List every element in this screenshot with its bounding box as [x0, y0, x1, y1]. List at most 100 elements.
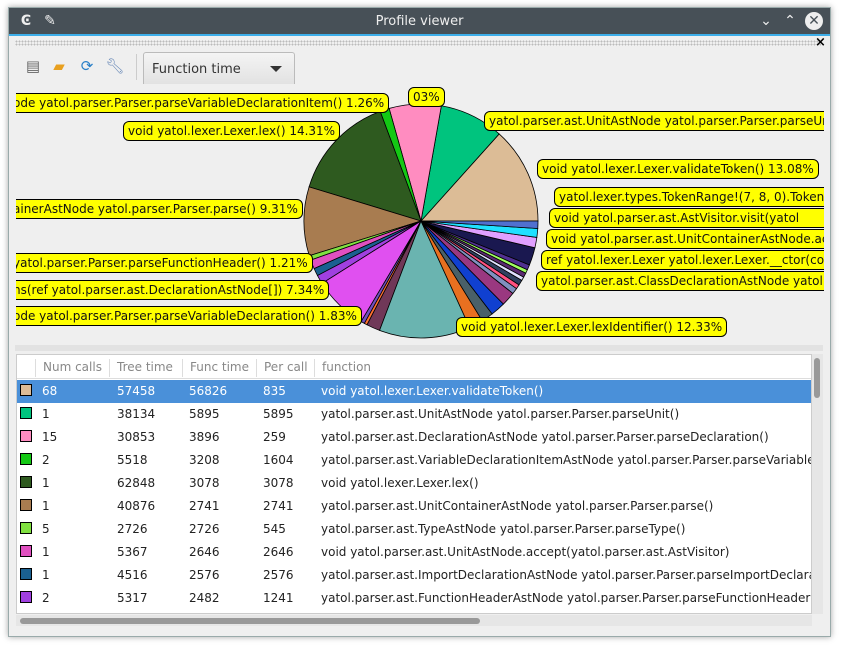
cell-calls: 2 [42, 453, 50, 467]
splitter-handle[interactable] [15, 345, 823, 351]
app-logo-icon[interactable]: Ͼ [20, 13, 32, 29]
column-num-calls[interactable]: Num calls [35, 359, 102, 377]
slice-label: yatol.parser.Parser.parseFunctionHeader(… [16, 253, 313, 273]
table-header: Num calls Tree time Func time Per call f… [17, 355, 811, 379]
slice-label: yatol.lexer.types.TokenRange!(7, 8, 0).T… [554, 187, 824, 207]
cell-fn: yatol.parser.ast.UnitContainerAstNode ya… [321, 499, 714, 513]
color-swatch [20, 522, 32, 534]
dock-grip[interactable] [15, 40, 821, 46]
slice-label: 03% [408, 87, 445, 107]
slice-label: ainerAstNode yatol.parser.Parser.parse()… [16, 199, 303, 219]
pin-icon[interactable]: ✎ [44, 13, 56, 29]
cell-tree: 62848 [117, 476, 156, 490]
slice-label: void yatol.parser.ast.UnitContainerAstNo… [546, 229, 824, 249]
dock-close-button[interactable]: × [815, 35, 826, 50]
cell-tree: 57458 [117, 384, 156, 398]
cell-per: 1604 [263, 453, 294, 467]
cell-func: 56826 [189, 384, 228, 398]
table-row[interactable]: 1 5367 2646 2646 void yatol.parser.ast.UnitA… [17, 541, 811, 564]
column-function[interactable]: function [314, 359, 811, 377]
profile-viewer-window: Ͼ ✎ Profile viewer ⌄ ⌃ ✕ × ▤ ▰ ⟳ 🔧︎ Func… [8, 7, 831, 637]
slice-label: void yatol.lexer.Lexer.lex() 14.31% [123, 121, 341, 141]
cell-func: 3896 [189, 430, 220, 444]
window-title: Profile viewer [375, 14, 464, 29]
scroll-thumb[interactable] [814, 358, 820, 398]
cell-per: 1241 [263, 591, 294, 605]
document-icon[interactable]: ▤ [25, 57, 41, 75]
maximize-button[interactable]: ⌃ [784, 13, 796, 29]
refresh-icon[interactable]: ⟳ [80, 57, 94, 75]
cell-fn: void yatol.lexer.Lexer.lex() [321, 476, 479, 490]
cell-tree: 5317 [117, 591, 148, 605]
table-row[interactable]: 5 2726 2726 545 yatol.parser.ast.TypeAstNode… [17, 518, 811, 541]
color-swatch [20, 591, 32, 603]
cell-func: 2576 [189, 568, 220, 582]
table-row[interactable]: 15 30853 3896 259 yatol.parser.ast.Declarati… [17, 426, 811, 449]
cell-func: 2726 [189, 522, 220, 536]
color-swatch [20, 407, 32, 419]
cell-func: 3208 [189, 453, 220, 467]
cell-func: 2646 [189, 545, 220, 559]
slice-label: yatol.parser.ast.UnitAstNode yatol.parse… [484, 111, 824, 131]
color-swatch [20, 430, 32, 442]
table-row[interactable]: 2 5518 3208 1604 yatol.parser.ast.VariableDe… [17, 449, 811, 472]
close-button[interactable]: ✕ [805, 12, 823, 30]
table-row[interactable]: 1 40876 2741 2741 yatol.parser.ast.UnitConta… [17, 495, 811, 518]
cell-calls: 1 [42, 407, 50, 421]
slice-label: ode yatol.parser.Parser.parseVariableDec… [16, 306, 362, 326]
column-per-call[interactable]: Per call [256, 359, 308, 377]
color-swatch [20, 545, 32, 557]
cell-calls: 1 [42, 499, 50, 513]
pie-slice[interactable] [308, 110, 422, 222]
cell-calls: 5 [42, 522, 50, 536]
cell-calls: 1 [42, 568, 50, 582]
pie-slice[interactable] [420, 220, 539, 229]
vertical-scrollbar[interactable] [812, 354, 823, 614]
cell-tree: 4516 [117, 568, 148, 582]
table-row[interactable]: 2 5317 2482 1241 yatol.parser.ast.FunctionHe… [17, 587, 811, 610]
slice-label: void yatol.lexer.Lexer.validateToken() 1… [537, 159, 819, 179]
wrench-icon[interactable]: 🔧︎ [105, 57, 125, 75]
cell-calls: 1 [42, 476, 50, 490]
cell-per: 2646 [263, 545, 294, 559]
color-swatch [20, 499, 32, 511]
table-row[interactable]: 1 62848 3078 3078 void yatol.lexer.Lexer.lex… [17, 472, 811, 495]
cell-func: 2741 [189, 499, 220, 513]
column-tree-time[interactable]: Tree time [109, 359, 173, 377]
table-row[interactable]: 68 57458 56826 835 void yatol.lexer.Lexer.va… [17, 380, 811, 403]
table-row[interactable]: 1 4516 2576 2576 yatol.parser.ast.ImportDecl… [17, 564, 811, 587]
cell-fn: yatol.parser.ast.DeclarationAstNode yato… [321, 430, 769, 444]
cell-per: 2741 [263, 499, 294, 513]
slice-label: void yatol.parser.ast.AstVisitor.visit(y… [549, 208, 824, 228]
pie-svg [303, 103, 539, 339]
cell-tree: 30853 [117, 430, 156, 444]
horizontal-scrollbar[interactable] [16, 615, 812, 626]
cell-calls: 68 [42, 384, 58, 398]
cell-tree: 2726 [117, 522, 148, 536]
color-swatch [20, 476, 32, 488]
cell-fn: void yatol.parser.ast.UnitAstNode.accept… [321, 545, 730, 559]
pie-slice[interactable] [420, 133, 539, 222]
minimize-button[interactable]: ⌄ [760, 13, 772, 29]
cell-func: 3078 [189, 476, 220, 490]
cell-per: 2576 [263, 568, 294, 582]
mode-combobox[interactable]: Function time [143, 52, 295, 84]
chevron-down-icon [270, 66, 282, 72]
cell-tree: 5367 [117, 545, 148, 559]
mode-value: Function time [152, 62, 241, 77]
slice-label: yatol.parser.ast.ClassDeclarationAstNode… [536, 271, 824, 291]
folder-open-icon[interactable]: ▰ [53, 57, 65, 75]
slice-label: ns(ref yatol.parser.ast.DeclarationAstNo… [16, 280, 330, 300]
cell-per: 545 [263, 522, 286, 536]
column-func-time[interactable]: Func time [182, 359, 249, 377]
table-row[interactable]: 1 38134 5895 5895 yatol.parser.ast.UnitAstNo… [17, 403, 811, 426]
color-swatch [20, 384, 32, 396]
slice-label: void yatol.lexer.Lexer.lexIdentifier() 1… [456, 317, 728, 337]
cell-func: 5895 [189, 407, 220, 421]
cell-fn: void yatol.lexer.Lexer.validateToken() [321, 384, 544, 398]
cell-per: 259 [263, 430, 286, 444]
cell-calls: 2 [42, 591, 50, 605]
color-swatch [20, 453, 32, 465]
function-table: Num calls Tree time Func time Per call f… [16, 354, 812, 614]
scroll-thumb[interactable] [20, 618, 480, 624]
